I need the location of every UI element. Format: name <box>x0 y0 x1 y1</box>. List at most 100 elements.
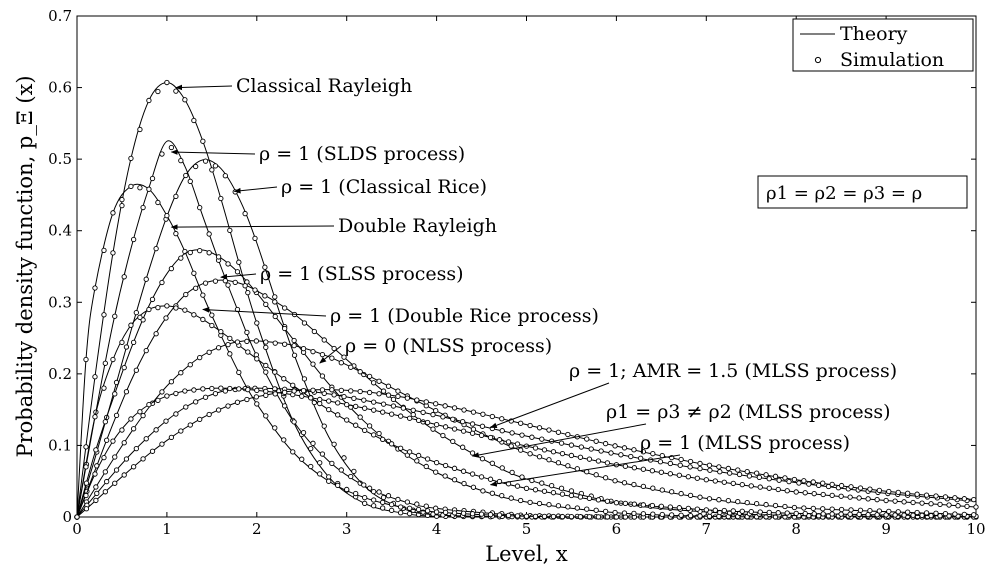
simulation-marker <box>397 413 404 419</box>
simulation-marker <box>351 395 357 402</box>
simulation-marker <box>331 441 337 447</box>
simulation-marker <box>658 503 664 509</box>
simulation-marker <box>121 274 127 280</box>
simulation-marker <box>202 394 209 400</box>
simulation-marker <box>191 117 197 124</box>
simulation-marker <box>254 387 260 393</box>
simulation-marker <box>137 185 143 191</box>
simulation-marker <box>130 339 137 346</box>
simulation-marker <box>820 511 826 517</box>
simulation-marker <box>263 344 269 351</box>
annotation-arrow <box>202 306 327 317</box>
simulation-marker <box>74 514 80 520</box>
simulation-marker <box>451 405 458 411</box>
simulation-marker <box>197 416 203 423</box>
simulation-marker <box>568 513 575 520</box>
simulation-marker <box>499 493 505 499</box>
annotation-arrow <box>170 224 335 230</box>
simulation-marker <box>565 504 571 510</box>
simulation-marker <box>489 460 495 466</box>
simulation-marker <box>329 460 335 467</box>
simulation-marker <box>222 278 228 284</box>
simulation-marker <box>164 303 170 309</box>
simulation-marker <box>104 478 110 485</box>
simulation-marker <box>697 494 703 500</box>
simulation-marker <box>414 501 420 507</box>
simulation-marker <box>527 422 533 429</box>
simulation-marker <box>164 393 170 399</box>
simulation-marker <box>451 477 458 483</box>
simulation-marker <box>905 490 911 496</box>
simulation-marker <box>955 503 961 509</box>
simulation-marker <box>102 419 108 425</box>
simulation-marker <box>272 425 278 431</box>
simulation-marker <box>344 417 350 423</box>
simulation-marker <box>857 507 864 513</box>
simulation-marker <box>442 462 449 469</box>
simulation-marker <box>290 382 296 388</box>
simulation-marker <box>143 347 149 354</box>
simulation-marker <box>588 446 594 452</box>
simulation-marker <box>234 269 241 275</box>
simulation-marker <box>390 396 397 402</box>
simulation-marker <box>253 394 260 400</box>
simulation-marker <box>479 456 486 462</box>
simulation-marker <box>83 506 90 512</box>
simulation-marker <box>93 484 99 490</box>
simulation-marker <box>371 503 377 509</box>
simulation-marker <box>766 509 772 515</box>
simulation-marker <box>335 400 341 406</box>
simulation-marker <box>565 463 571 469</box>
simulation-marker <box>532 513 539 520</box>
simulation-marker <box>514 513 521 519</box>
simulation-marker <box>300 429 307 436</box>
simulation-marker <box>191 270 197 276</box>
simulation-marker <box>559 491 566 497</box>
simulation-marker <box>649 502 656 509</box>
simulation-marker <box>290 449 296 455</box>
plot-area: 0 1 2 3 4 5 6 7 8 9 10 0 0.1 0.2 0.3 0.4 0.5 0.6 0.7 Level,… <box>13 7 986 566</box>
simulation-marker <box>697 513 703 519</box>
simulation-marker <box>218 385 224 391</box>
simulation-marker <box>838 506 845 513</box>
simulation-marker <box>971 512 977 518</box>
simulation-marker <box>146 186 152 192</box>
simulation-marker <box>739 481 745 488</box>
simulation-marker <box>622 500 629 507</box>
y-tick-label: 0.5 <box>48 150 72 168</box>
simulation-marker <box>212 163 219 169</box>
simulation-marker <box>361 482 367 488</box>
simulation-marker <box>110 356 116 363</box>
simulation-marker <box>703 507 709 513</box>
simulation-marker <box>193 163 199 170</box>
simulation-marker <box>820 491 826 498</box>
simulation-marker <box>397 445 404 451</box>
simulation-marker <box>326 406 332 413</box>
simulation-marker <box>621 445 628 451</box>
simulation-marker <box>539 480 545 486</box>
simulation-marker <box>301 376 308 382</box>
simulation-marker <box>901 499 907 505</box>
simulation-marker <box>187 422 193 428</box>
simulation-marker <box>102 489 108 495</box>
simulation-marker <box>344 401 350 408</box>
simulation-marker <box>952 495 958 501</box>
simulation-marker <box>222 173 228 179</box>
simulation-marker <box>420 409 426 416</box>
simulation-marker <box>602 508 609 515</box>
simulation-marker <box>613 514 620 520</box>
simulation-marker <box>659 511 665 518</box>
simulation-marker <box>254 401 260 407</box>
simulation-marker <box>766 476 772 482</box>
simulation-marker <box>782 475 788 481</box>
simulation-marker <box>168 379 175 385</box>
simulation-marker <box>460 510 467 516</box>
simulation-marker <box>245 289 251 296</box>
simulation-marker <box>168 265 175 272</box>
simulation-marker <box>137 126 143 133</box>
simulation-marker <box>460 468 467 474</box>
simulation-marker <box>756 474 762 481</box>
simulation-marker <box>388 501 395 508</box>
simulation-marker <box>263 369 269 375</box>
simulation-marker <box>433 459 440 466</box>
